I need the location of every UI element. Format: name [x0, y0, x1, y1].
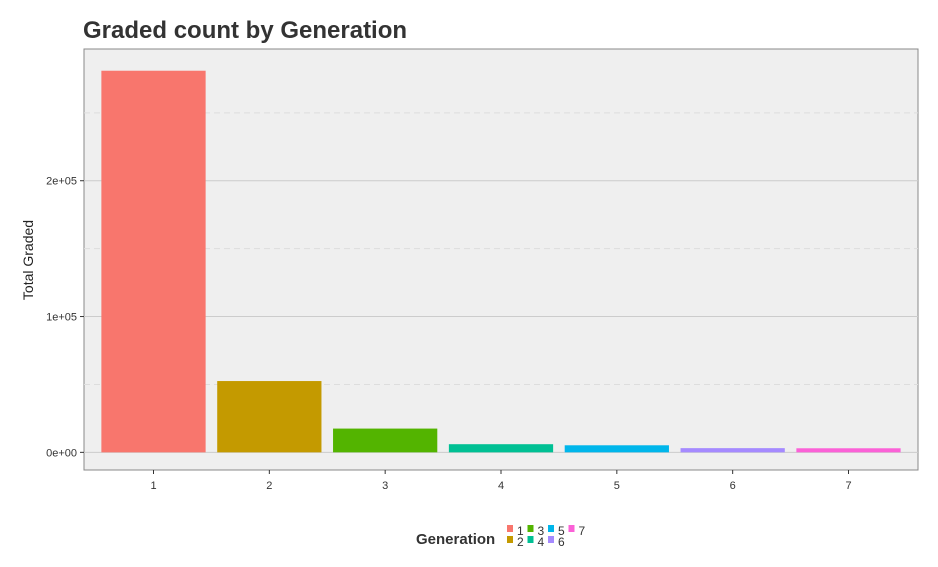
bar-gen-1	[101, 70, 206, 453]
legend-label-6: 6	[558, 535, 565, 549]
legend-title: Generation	[416, 531, 495, 548]
bar-gen-2	[217, 381, 322, 453]
bars	[101, 70, 901, 453]
legend-key-2	[507, 536, 513, 543]
legend-label-5: 5	[558, 524, 565, 538]
x-tick-label: 2	[266, 480, 272, 492]
y-axis-title: Total Graded	[20, 220, 36, 300]
chart-title: Graded count by Generation	[83, 17, 407, 44]
y-axis-ticks: 0e+00 1e+05 2e+05	[46, 176, 84, 459]
bar-gen-4	[448, 444, 554, 453]
minor-gridlines	[84, 112, 918, 385]
x-tick-label: 5	[614, 480, 620, 492]
legend-label-3: 3	[538, 524, 545, 538]
legend-label-1: 1	[517, 524, 524, 538]
plot-panel	[83, 48, 919, 471]
x-tick-label: 6	[730, 480, 736, 492]
legend-label-4: 4	[538, 535, 545, 549]
y-tick-label: 0e+00	[46, 447, 77, 459]
legend-key-5	[548, 525, 554, 532]
x-axis-ticks: 1 2 3 4 5 6 7	[150, 470, 852, 492]
x-tick-label: 4	[498, 480, 504, 492]
x-tick-label: 3	[382, 480, 388, 492]
legend-label-2: 2	[517, 535, 524, 549]
y-tick-label: 2e+05	[46, 176, 77, 188]
y-tick-label: 1e+05	[46, 312, 77, 324]
legend-label-7: 7	[579, 524, 586, 538]
bar-gen-7	[796, 448, 901, 453]
legend-key-6	[548, 536, 554, 543]
legend-key-4	[527, 536, 534, 543]
x-tick-label: 7	[845, 480, 851, 492]
legend-key-1	[507, 525, 513, 532]
bar-gen-6	[680, 448, 785, 453]
bar-gen-3	[333, 428, 438, 453]
legend-key-3	[527, 525, 534, 532]
x-tick-label: 1	[150, 480, 156, 492]
legend-key-7	[568, 525, 575, 532]
bar-gen-5	[564, 445, 669, 453]
